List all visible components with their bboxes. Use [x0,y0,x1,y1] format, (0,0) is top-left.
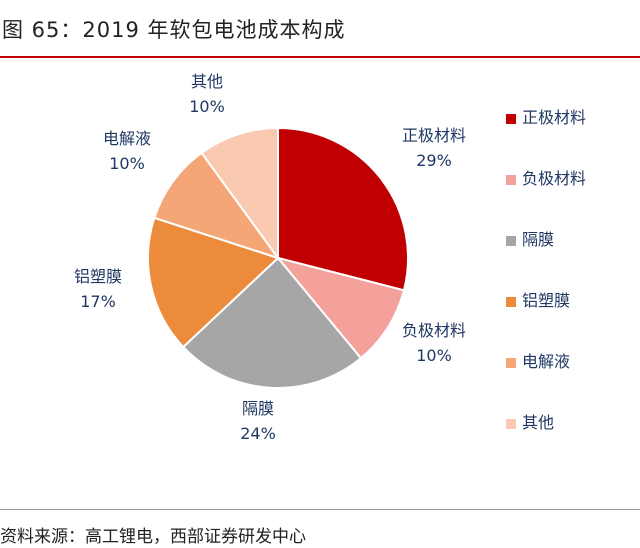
pie-slice-6 [200,126,279,262]
legend-label: 铝塑膜 [522,291,571,310]
legend-swatch [506,297,516,307]
legend-swatch [506,419,516,429]
pie-slice-3 [181,256,363,389]
legend-label: 隔膜 [522,230,555,249]
legend-item: 正极材料 [506,104,640,165]
legend-label: 其他 [522,413,555,432]
source-rule [0,509,640,510]
slice-name-label: 负极材料 [402,321,466,340]
source-note: 资料来源：高工锂电，西部证券研发中心 [0,527,306,547]
slice-name-label: 正极材料 [402,126,466,145]
slice-percent-label: 10% [109,154,145,173]
legend-item: 隔膜 [506,226,640,287]
slice-percent-label: 10% [189,97,225,116]
legend-label: 电解液 [522,352,571,371]
pie-slice-1 [277,126,409,292]
legend-item: 其他 [506,409,640,470]
slice-name-label: 电解液 [103,129,151,148]
legend-item: 负极材料 [506,165,640,226]
slice-name-label: 隔膜 [242,399,274,418]
slice-percent-label: 24% [240,424,276,443]
slice-percent-label: 29% [416,151,452,170]
pie-slice-2 [275,256,406,360]
slice-percent-label: 17% [80,292,116,311]
legend-item: 电解液 [506,348,640,409]
slice-percent-label: 10% [416,346,452,365]
legend-label: 负极材料 [522,169,587,188]
legend-swatch [506,358,516,368]
figure-title: 图 65：2019 年软包电池成本构成 [2,18,346,42]
slice-name-label: 铝塑膜 [74,267,122,286]
chart-legend: 正极材料负极材料隔膜铝塑膜电解液其他 [506,104,640,470]
legend-item: 铝塑膜 [506,287,640,348]
legend-label: 正极材料 [522,108,587,127]
pie-slice-4 [147,216,280,349]
legend-swatch [506,236,516,246]
slice-name-label: 其他 [191,72,223,91]
legend-swatch [506,114,516,124]
legend-swatch [506,175,516,185]
pie-slice-5 [153,151,281,260]
title-rule [0,56,640,58]
